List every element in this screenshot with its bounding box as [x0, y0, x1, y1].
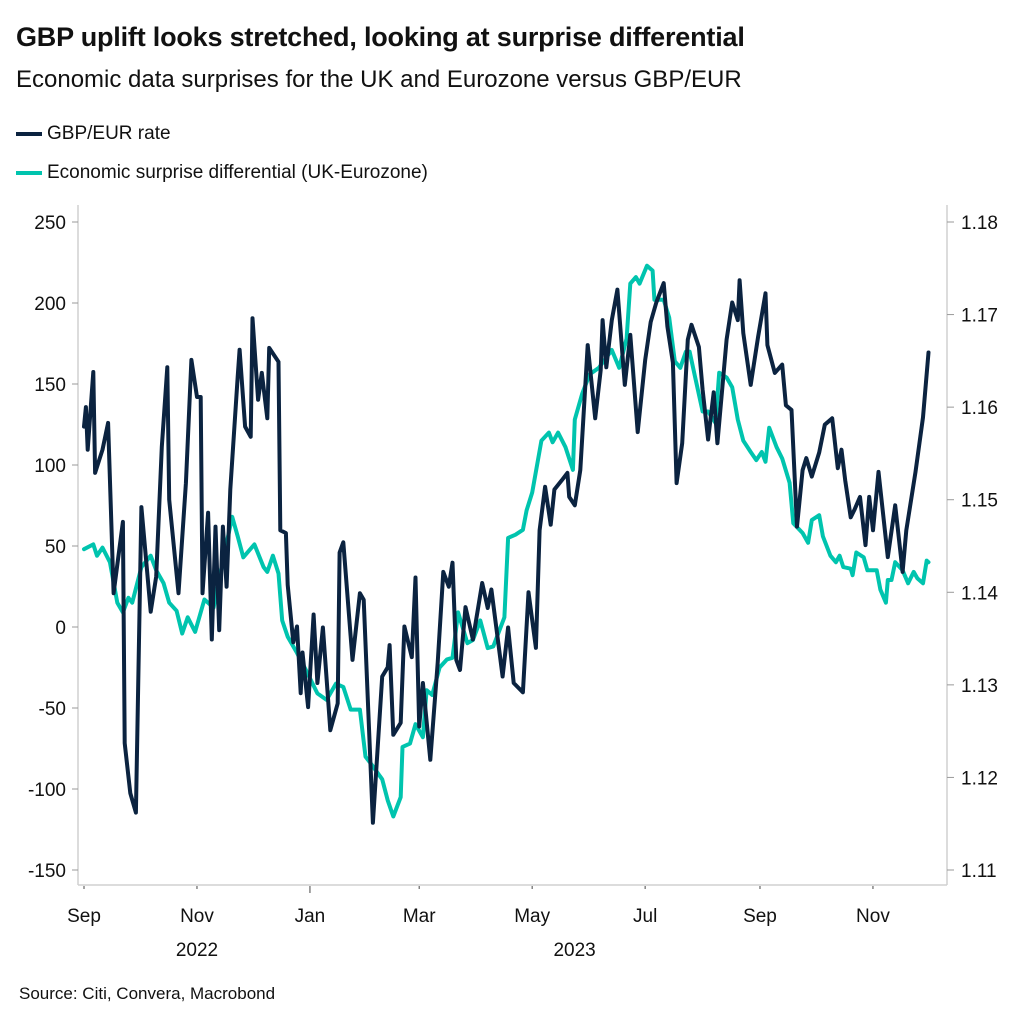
y-left-tick-label: 200	[34, 294, 66, 315]
y-right-tick-label: 1.16	[961, 398, 998, 419]
x-tick-label: Jan	[295, 906, 326, 927]
y-left-tick-label: 50	[45, 537, 66, 558]
series-line-surprise-differential	[82, 263, 931, 819]
legend-swatch-gbp-eur	[16, 132, 42, 136]
x-tick-label: Sep	[743, 906, 777, 927]
y-right-tick-label: 1.11	[961, 861, 997, 882]
source-note: Source: Citi, Convera, Macrobond	[19, 984, 276, 1003]
x-tick-label: Nov	[856, 906, 890, 927]
legend-label-gbp-eur: GBP/EUR rate	[47, 123, 171, 144]
y-right-tick-label: 1.12	[961, 768, 998, 789]
x-year-label: 2022	[176, 940, 218, 961]
chart-subtitle: Economic data surprises for the UK and E…	[16, 66, 742, 93]
y-right-tick-label: 1.15	[961, 491, 998, 512]
x-tick-label: Sep	[67, 906, 101, 927]
legend-item-gbp-eur: GBP/EUR rate	[16, 123, 171, 145]
x-tick-label: Jul	[633, 906, 657, 927]
y-left-tick-label: 0	[55, 618, 66, 639]
y-left-tick-label: -100	[28, 780, 66, 801]
y-left-tick-label: 100	[34, 456, 66, 477]
y-right-tick-label: 1.14	[961, 583, 998, 604]
chart-title: GBP uplift looks stretched, looking at s…	[16, 22, 745, 52]
y-right-tick-label: 1.18	[961, 213, 998, 234]
y-left-tick-label: -150	[28, 861, 66, 882]
x-tick-label: May	[514, 906, 550, 927]
legend-label-surprise: Economic surprise differential (UK-Euroz…	[47, 162, 428, 183]
x-tick-label: Nov	[180, 906, 214, 927]
y-right-tick-label: 1.13	[961, 676, 998, 697]
legend-swatch-surprise	[16, 171, 42, 175]
y-left-tick-label: -50	[39, 699, 66, 720]
y-left-tick-label: 250	[34, 213, 66, 234]
y-right-tick-label: 1.17	[961, 306, 998, 327]
series-line-gbp-eur	[82, 278, 931, 825]
x-year-label: 2023	[553, 940, 595, 961]
legend-item-surprise: Economic surprise differential (UK-Euroz…	[16, 162, 428, 184]
x-tick-label: Mar	[403, 906, 436, 927]
y-left-tick-label: 150	[34, 375, 66, 396]
